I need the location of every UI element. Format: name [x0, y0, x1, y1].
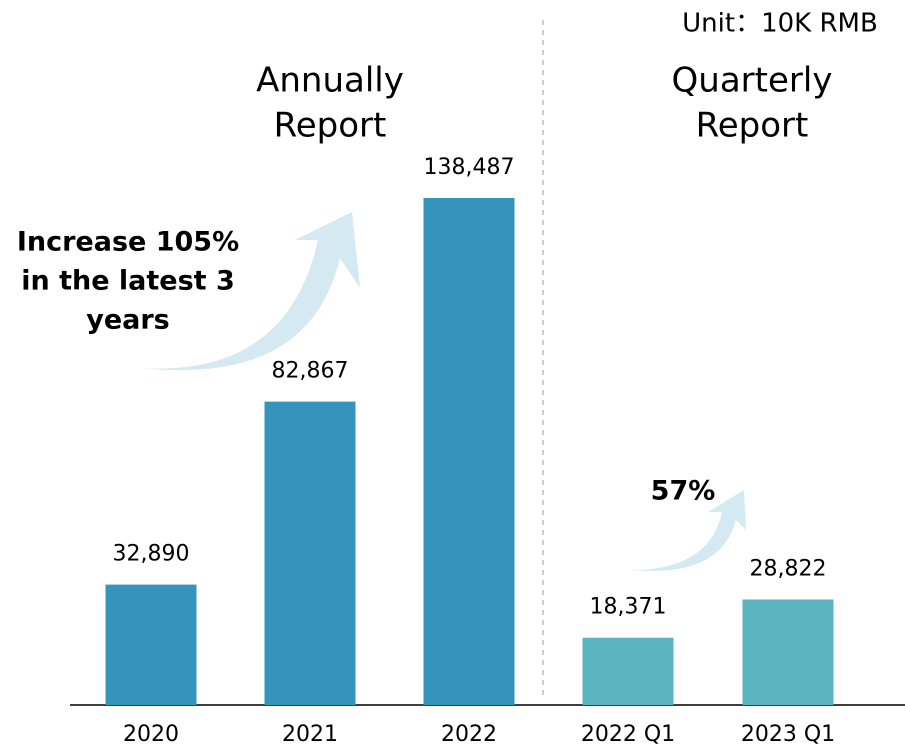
x-tick-label: 2022 Q1: [581, 722, 675, 747]
unit-label: Unit：10K RMB: [682, 9, 878, 39]
value-label: 32,890: [113, 542, 190, 567]
bar: [105, 584, 197, 705]
x-tick-label: 2020: [123, 722, 179, 747]
section-label: Annually: [256, 61, 404, 101]
growth-arrow: [632, 490, 746, 571]
x-tick-label: 2021: [282, 722, 338, 747]
annotation: 57%: [651, 476, 716, 507]
bar: [582, 637, 674, 705]
section-label: Report: [274, 106, 387, 146]
x-tick-label: 2023 Q1: [741, 722, 835, 747]
bar: [423, 198, 515, 705]
value-label: 138,487: [424, 155, 515, 180]
value-label: 82,867: [272, 359, 349, 384]
section-label: Report: [696, 106, 809, 146]
value-label: 18,371: [590, 595, 667, 620]
growth-arrow: [140, 212, 360, 371]
section-label: Quarterly: [672, 61, 833, 101]
value-label: 28,822: [750, 556, 827, 581]
annotation: Increase 105%: [17, 227, 239, 258]
x-tick-label: 2022: [441, 722, 497, 747]
annotation: in the latest 3: [21, 266, 235, 297]
bar: [264, 401, 356, 705]
bar: [742, 599, 834, 705]
annotation: years: [86, 305, 170, 336]
